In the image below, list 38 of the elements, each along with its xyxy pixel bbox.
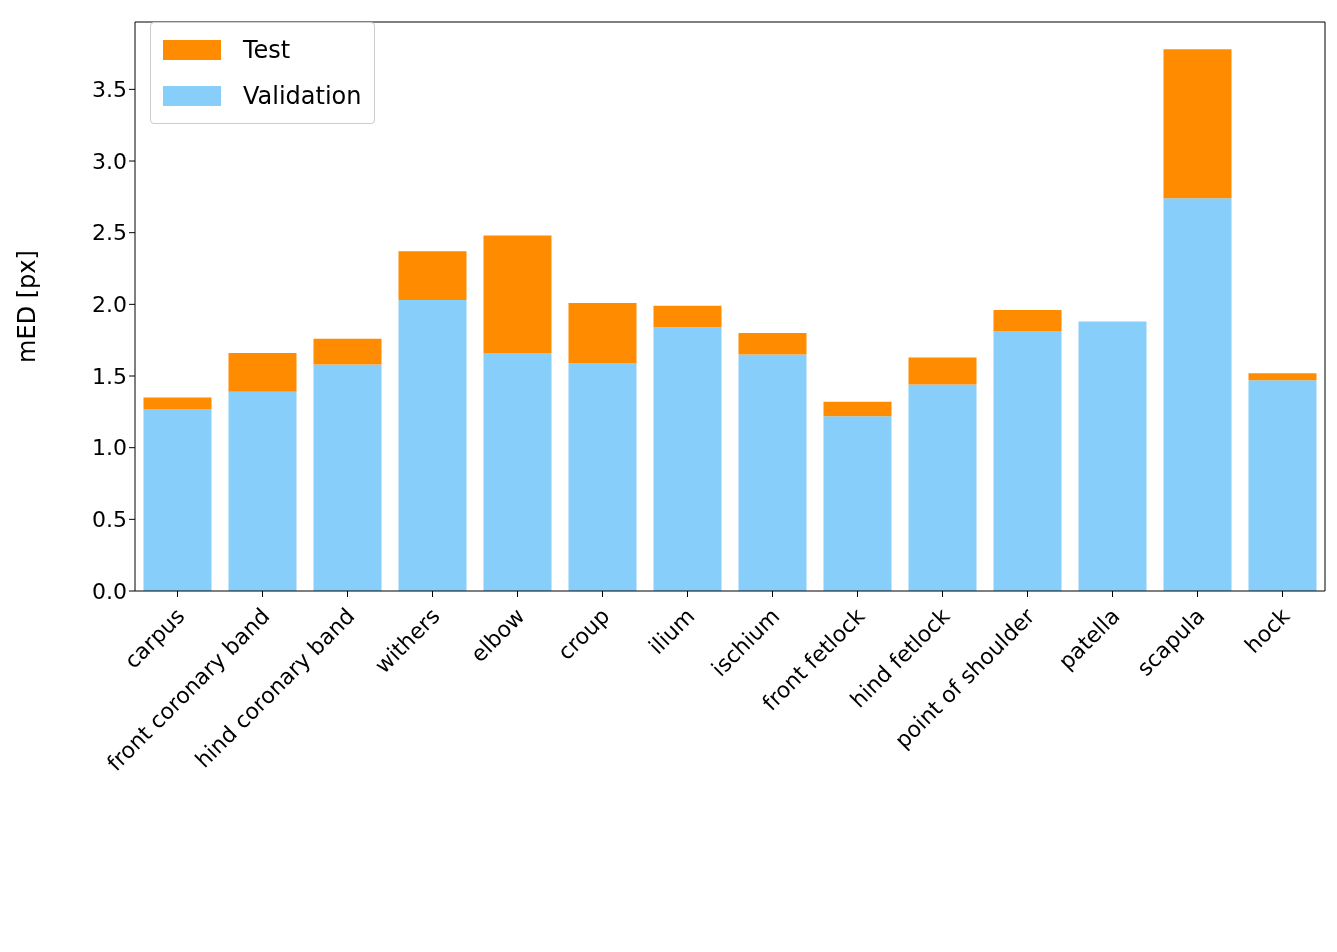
y-tick-label: 0.0 xyxy=(92,578,127,604)
y-axis-title: mED [px] xyxy=(12,250,41,363)
bar xyxy=(143,408,212,591)
y-tick-label: 3.0 xyxy=(92,148,127,174)
bar xyxy=(993,310,1062,332)
bar xyxy=(653,327,722,591)
y-tick-label: 2.0 xyxy=(92,292,127,318)
y-tick-label: 3.5 xyxy=(92,77,127,103)
bar xyxy=(1163,198,1232,591)
bar xyxy=(143,397,212,409)
bar xyxy=(228,391,297,591)
bar xyxy=(738,354,807,591)
bar xyxy=(228,353,297,392)
bar xyxy=(993,331,1062,591)
bar xyxy=(483,235,552,354)
bar xyxy=(483,353,552,591)
bar xyxy=(568,363,637,591)
y-tick-label: 1.0 xyxy=(92,435,127,461)
legend-label: Validation xyxy=(243,82,362,110)
bar xyxy=(398,300,467,591)
bar xyxy=(738,333,807,355)
bar xyxy=(908,384,977,591)
bar xyxy=(313,364,382,591)
bar xyxy=(313,338,382,365)
bar xyxy=(1163,49,1232,199)
bar xyxy=(653,305,722,328)
y-tick-label: 2.5 xyxy=(92,220,127,246)
bar xyxy=(398,251,467,301)
bar xyxy=(823,416,892,591)
bar xyxy=(908,357,977,385)
bar xyxy=(823,401,892,417)
legend-label: Test xyxy=(243,36,291,64)
bar xyxy=(1078,321,1147,591)
y-tick-label: 1.5 xyxy=(92,363,127,389)
bar xyxy=(568,302,637,364)
bar xyxy=(1248,380,1317,591)
y-tick-label: 0.5 xyxy=(92,507,127,533)
bar xyxy=(1248,373,1317,381)
